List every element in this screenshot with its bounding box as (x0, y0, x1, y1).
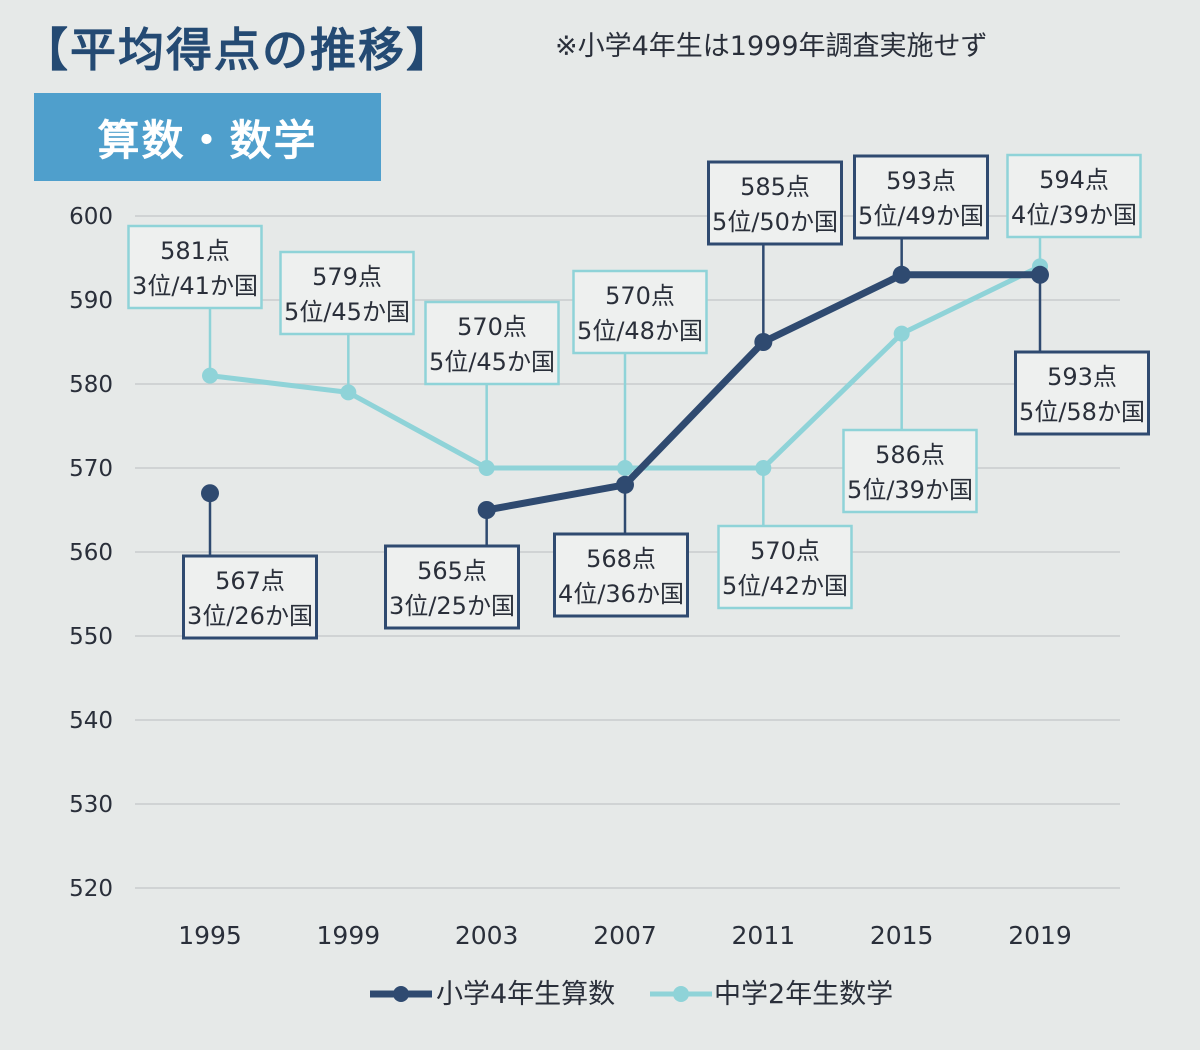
data-label-box (1006, 153, 1142, 239)
series-lines (201, 258, 1049, 519)
junior-point (617, 460, 633, 476)
data-label-rank: 5位/58か国 (1019, 398, 1145, 426)
data-label-score: 567点 (215, 567, 285, 595)
elementary-point (616, 475, 634, 494)
x-tick-label: 1995 (178, 921, 242, 950)
data-label-score: 581点 (160, 237, 230, 265)
data-label-rank: 5位/42か国 (722, 572, 848, 600)
y-axis: 520 530 540 550 560 570 580 590 600 (69, 204, 113, 902)
data-label-rank: 5位/49か国 (858, 202, 984, 230)
data-label-box (1014, 350, 1150, 436)
y-tick-label: 560 (69, 540, 113, 566)
data-label-box (853, 154, 989, 240)
y-tick-label: 550 (69, 624, 113, 650)
data-label-box (279, 250, 415, 336)
x-tick-label: 2015 (870, 921, 934, 950)
data-label-rank: 3位/41か国 (132, 272, 258, 300)
elementary-point (1031, 265, 1049, 284)
data-label-score: 593点 (886, 167, 956, 195)
x-tick-label: 2011 (732, 921, 796, 950)
elementary-point (892, 265, 911, 284)
junior-point (202, 367, 218, 384)
junior-point (340, 384, 357, 401)
data-label-box (572, 269, 708, 355)
x-tick-label: 2007 (593, 921, 657, 950)
data-label-rank: 5位/39か国 (847, 476, 973, 504)
survey-note: ※小学4年生は1999年調査実施せず (555, 31, 988, 62)
y-tick-label: 580 (69, 372, 113, 398)
y-tick-label: 530 (69, 792, 113, 818)
data-labels: 581点 3位/41か国 579点 5位/45か国 570点 5位/45か国 570点 5位/… (127, 153, 1150, 640)
y-tick-label: 590 (69, 288, 113, 314)
data-label-score: 594点 (1039, 166, 1109, 194)
junior-point (893, 325, 910, 342)
data-label-rank: 5位/45か国 (429, 348, 555, 376)
data-label-score: 593点 (1047, 363, 1117, 391)
data-label-rank: 5位/48か国 (577, 317, 703, 345)
elementary-point (754, 333, 773, 351)
x-tick-label: 2019 (1008, 921, 1072, 950)
legend: 小学4年生算数 中学2年生数学 (370, 979, 893, 1010)
legend-elementary-label: 小学4年生算数 (436, 979, 615, 1010)
data-label-score: 579点 (312, 263, 382, 291)
legend-marker (673, 986, 689, 1002)
data-label-score: 586点 (875, 441, 945, 469)
y-tick-label: 570 (69, 456, 113, 482)
data-label-rank: 3位/26か国 (187, 602, 313, 630)
y-tick-label: 540 (69, 708, 113, 734)
x-axis: 1995 1999 2003 2007 2011 2015 2019 (178, 921, 1072, 950)
data-label-score: 565点 (417, 557, 487, 585)
data-label-box (842, 428, 978, 514)
y-tick-label: 520 (69, 876, 113, 902)
subject-label: 算数・数学 (34, 93, 381, 181)
data-label-score: 570点 (457, 313, 527, 341)
x-tick-label: 2003 (455, 921, 519, 950)
junior-point (478, 460, 495, 476)
x-tick-label: 1999 (317, 921, 381, 950)
data-label-score: 570点 (605, 282, 675, 310)
data-label-rank: 4位/39か国 (1011, 201, 1137, 229)
data-label-box (424, 300, 560, 386)
data-label-rank: 4位/36か国 (558, 580, 684, 608)
data-label-box (127, 224, 263, 310)
y-tick-label: 600 (69, 204, 113, 230)
data-label-box (182, 554, 318, 640)
junior-point (755, 460, 772, 476)
data-label-box (717, 524, 853, 610)
data-label-rank: 5位/50か国 (712, 208, 838, 236)
data-label-box (707, 160, 843, 246)
data-label-box (553, 532, 689, 618)
elementary-point (477, 501, 496, 519)
data-label-box (384, 544, 520, 630)
data-label-rank: 3位/25か国 (389, 592, 515, 620)
chart-heading: 【平均得点の推移】 (22, 23, 454, 77)
legend-marker (393, 986, 409, 1002)
data-label-score: 568点 (586, 545, 656, 573)
data-label-score: 570点 (750, 537, 820, 565)
data-label-score: 585点 (740, 173, 810, 201)
data-label-rank: 5位/45か国 (284, 298, 410, 326)
elementary-point (201, 484, 219, 503)
legend-junior-label: 中学2年生数学 (714, 979, 893, 1010)
